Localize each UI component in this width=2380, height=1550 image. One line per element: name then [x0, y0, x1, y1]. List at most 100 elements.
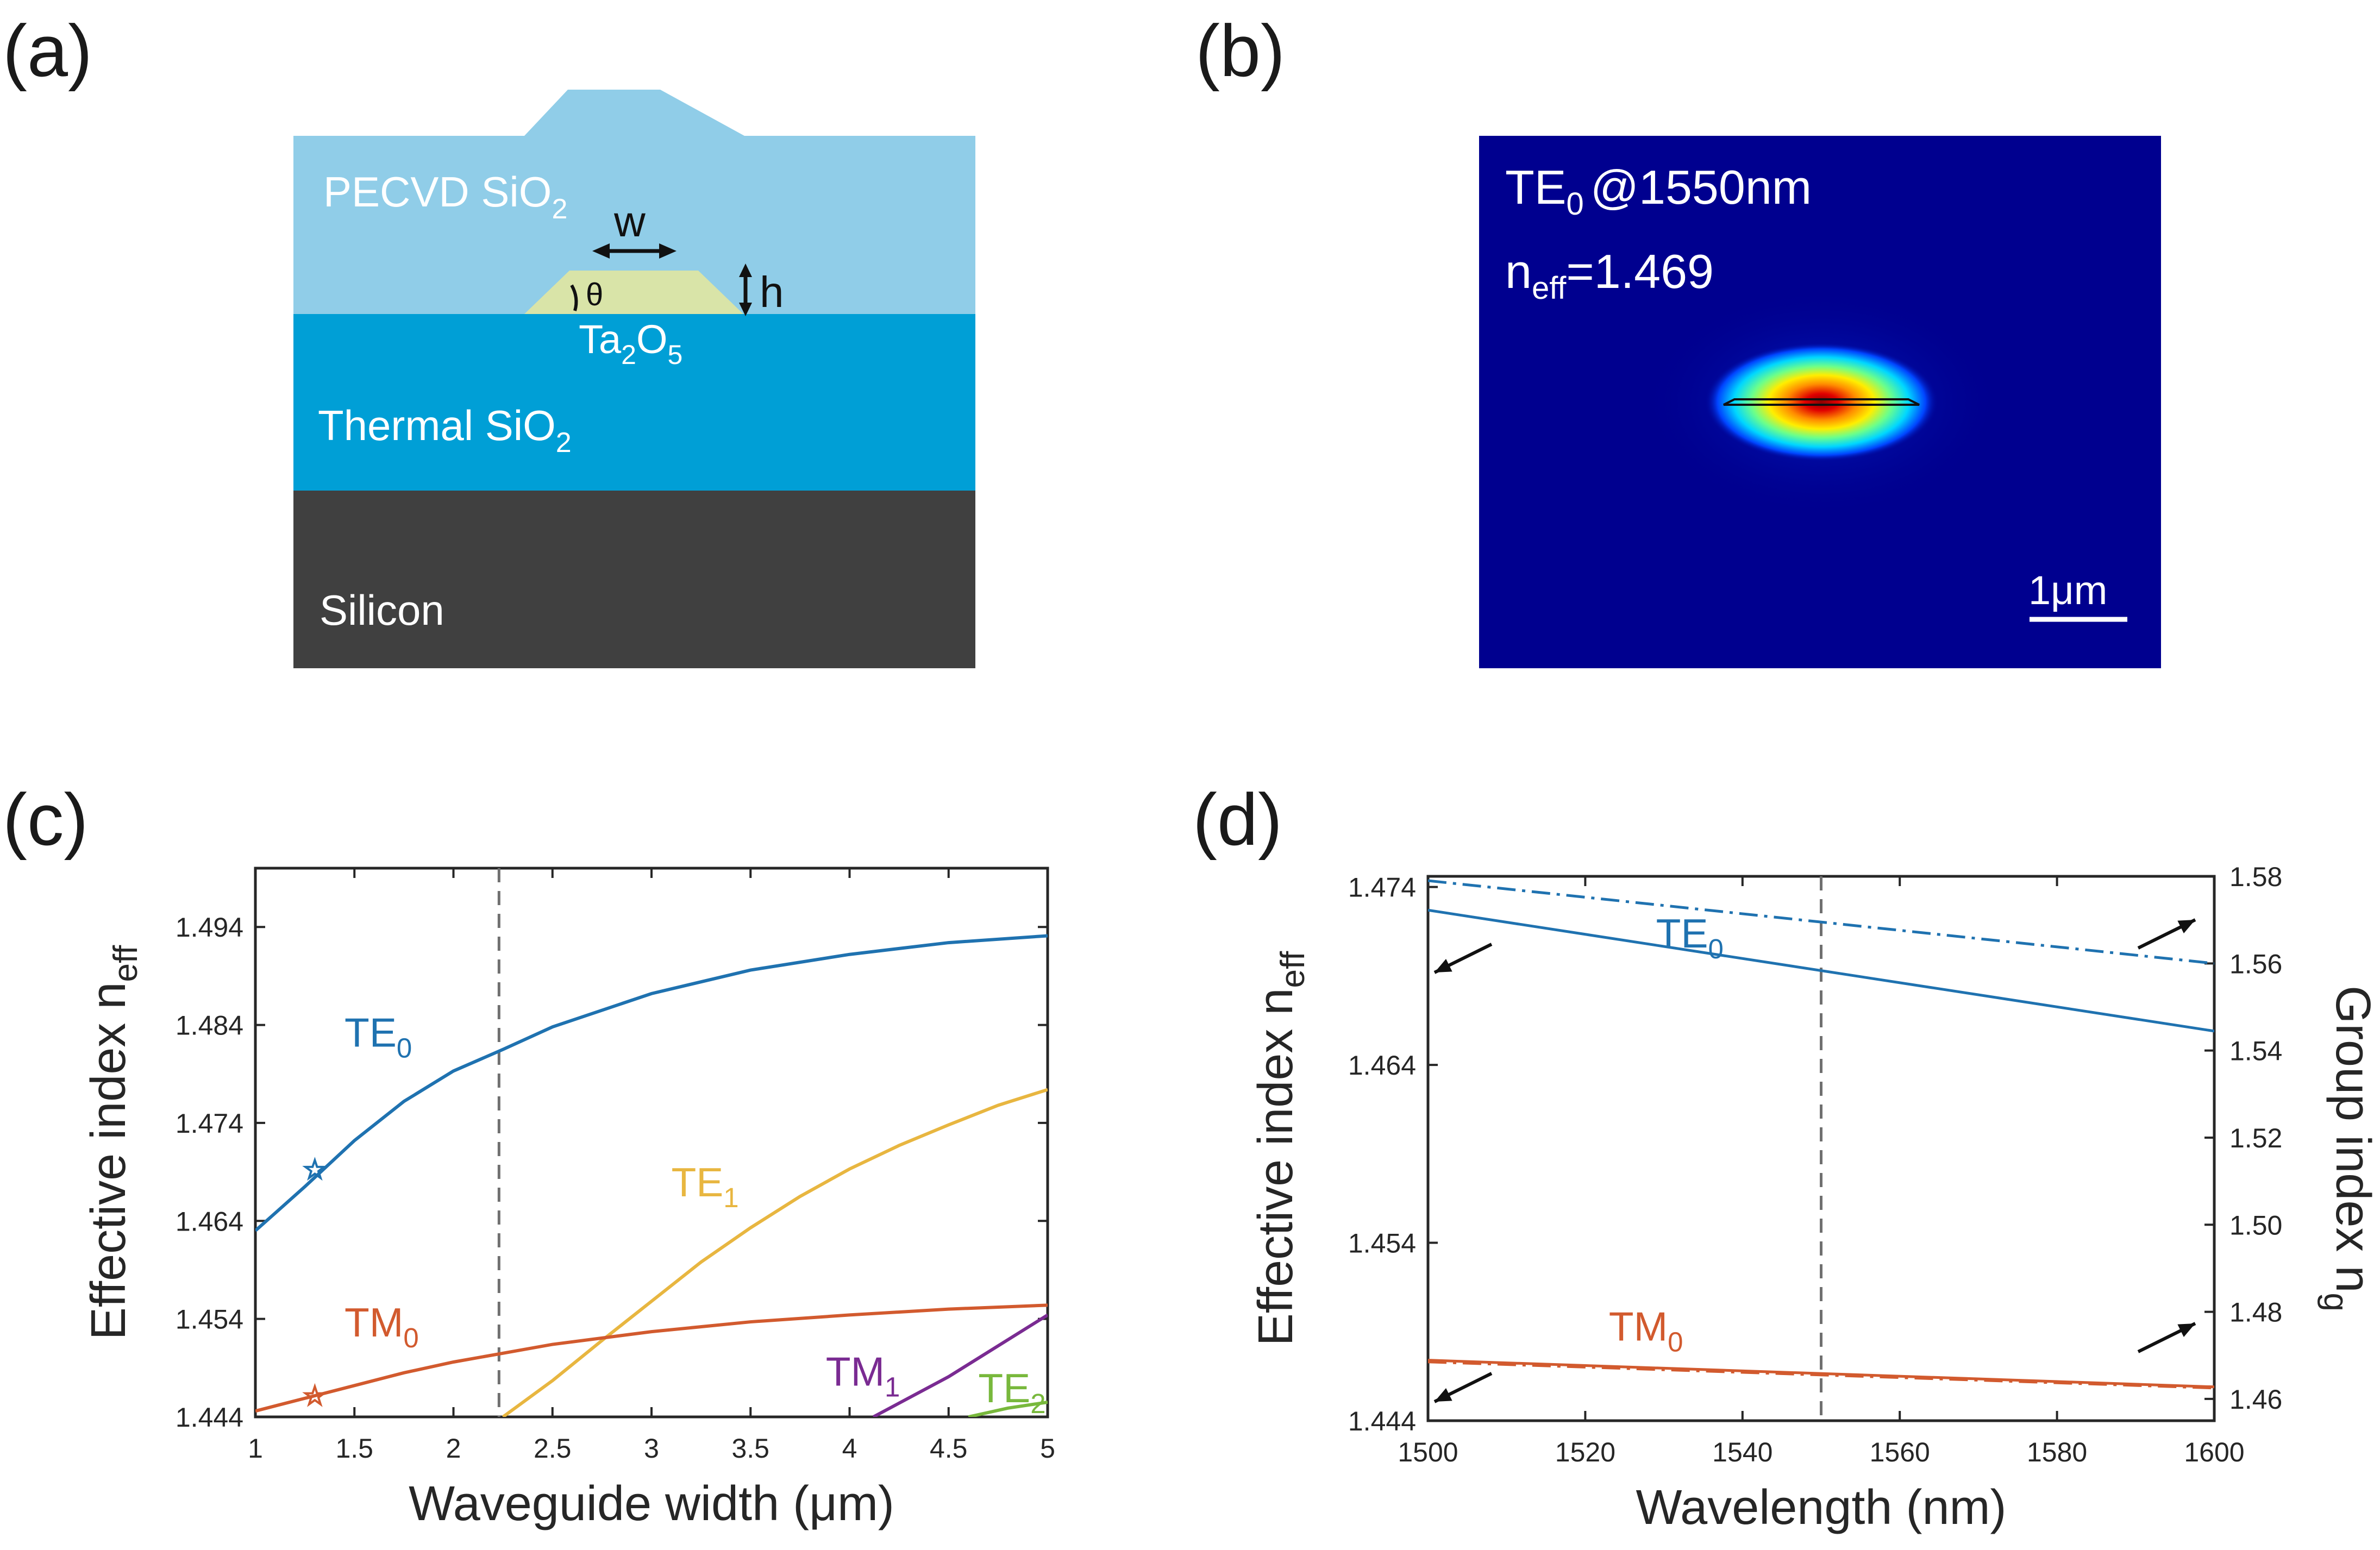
y-tick-label: 1.464 — [176, 1206, 243, 1237]
mode-label-tm0-sub: 0 — [403, 1322, 418, 1353]
x-tick-label: 2.5 — [534, 1433, 572, 1464]
y2-axis-title: Group index ng — [2317, 986, 2380, 1311]
series-line-tm1 — [872, 1313, 1048, 1417]
series-line-tm0-effective-index — [1428, 1359, 2214, 1389]
y-axis-title: Effective index neff — [82, 945, 145, 1340]
silicon-label: Silicon — [320, 586, 444, 634]
angle-label: θ — [586, 277, 603, 312]
thermal-label: Thermal SiO2 — [318, 401, 572, 459]
ta2o5-core — [524, 271, 743, 314]
y-tick-label: 1.454 — [1348, 1228, 1416, 1259]
series-line-te0 — [255, 934, 1048, 1232]
x-axis-title: Waveguide width (μm) — [409, 1477, 894, 1531]
mode-label-tm0-main: TM — [345, 1300, 403, 1345]
panel-label-a: (a) — [3, 10, 92, 92]
core-label: Ta2O5 — [579, 317, 682, 370]
y2-axis-title-main: Group index n — [2326, 986, 2380, 1292]
pecvd-sio2-layer — [293, 90, 975, 315]
series-line-te0-effective-index — [1428, 908, 2214, 1033]
y2-tick-label: 1.50 — [2229, 1210, 2282, 1240]
y-tick-label: 1.494 — [176, 912, 243, 943]
mode-label-te1-sub: 1 — [723, 1182, 738, 1213]
y-tick-label: 1.454 — [176, 1304, 243, 1335]
y2-tick-label: 1.46 — [2229, 1384, 2282, 1415]
x-axis-title: Wavelength (nm) — [1636, 1480, 2007, 1535]
mode-label-tm0-sub: 0 — [1668, 1327, 1683, 1358]
mode-label-te0-sub: 0 — [397, 1032, 412, 1063]
height-dimension-arrow — [739, 263, 752, 316]
mode-label-tm1: TM1 — [826, 1348, 900, 1402]
star-marker-tm0 — [302, 1383, 328, 1407]
chart-neff-vs-wavelength: 1500 1520 1540 1560 1580 1600 1.444 1.454 1.464 1… — [1249, 862, 2380, 1535]
y-axis-title-main: Effective index n — [82, 982, 136, 1340]
x-tick-label: 1 — [248, 1433, 263, 1464]
x-tick-label: 1.5 — [335, 1433, 373, 1464]
arrow-tm0-right-axis-head — [2177, 1323, 2195, 1337]
mode-label-te0: TE0 — [345, 1009, 412, 1063]
series-line-te0-group-index — [1428, 879, 2214, 965]
x-tick-label: 3 — [644, 1433, 659, 1464]
x-tick-label: 4.5 — [930, 1433, 968, 1464]
width-dimension-arrow — [592, 243, 677, 259]
y-axis-title: Effective index neff — [1249, 951, 1312, 1346]
y-axis-title-sub: eff — [107, 945, 145, 982]
height-label: h — [760, 268, 784, 316]
angle-arc — [570, 284, 578, 311]
x-tick-label: 1600 — [2184, 1437, 2244, 1467]
y-axis-title-sub: eff — [1274, 951, 1312, 988]
x-tick-label: 1560 — [1870, 1437, 1930, 1467]
panel-label-c: (c) — [3, 779, 88, 861]
mode-profile-image: TE0 @1550nm neff=1.469 1μm — [1479, 136, 2161, 668]
series-line-te2 — [968, 1400, 1048, 1417]
scale-bar-label: 1μm — [2028, 568, 2107, 613]
thermal-sio2-layer — [293, 314, 975, 492]
x-tick-label: 1580 — [2027, 1437, 2087, 1467]
x-tick-label: 2 — [446, 1433, 461, 1464]
mode-label-te0-sub: 0 — [1708, 933, 1723, 964]
x-tick-label: 4 — [842, 1433, 857, 1464]
chart-neff-vs-width: 1 1.5 2 2.5 3 3.5 4 4.5 5 1.444 1.454 1.464 1.474 1.4… — [82, 867, 1055, 1531]
y-tick-label: 1.444 — [1348, 1406, 1416, 1436]
y2-tick-label: 1.58 — [2229, 862, 2282, 892]
mode-label-te2-main: TE — [978, 1365, 1030, 1411]
y-axis-title-main: Effective index n — [1249, 988, 1303, 1346]
mode-label-te0-main: TE — [345, 1009, 397, 1055]
chart-d-plot-area — [1428, 879, 2214, 1390]
x-tick-label: 1540 — [1712, 1437, 1773, 1467]
width-label: w — [613, 197, 646, 246]
chart-c-plot-area — [255, 934, 1048, 1417]
mode-label-te0-main: TE — [1656, 911, 1708, 956]
mode-label-te1: TE1 — [671, 1159, 738, 1213]
series-line-tm0 — [255, 1303, 1048, 1413]
neff-value: neff=1.469 — [1505, 244, 1714, 306]
y2-axis-title-sub: g — [2317, 1292, 2354, 1311]
chart-c-frame — [254, 867, 1049, 1419]
mode-label-tm1-main: TM — [826, 1348, 885, 1394]
panel-label-b: (b) — [1195, 10, 1285, 92]
mode-label-te1-main: TE — [671, 1159, 723, 1205]
mode-label-te2: TE2 — [978, 1365, 1045, 1419]
panel-label-d: (d) — [1193, 779, 1282, 861]
y-tick-label: 1.474 — [1348, 873, 1416, 903]
waveguide-outline — [1723, 398, 1920, 406]
mode-label-tm0: TM0 — [1609, 1304, 1683, 1358]
x-tick-label: 3.5 — [731, 1433, 769, 1464]
mode-label-tm0-main: TM — [1609, 1304, 1668, 1350]
y2-tick-label: 1.56 — [2229, 949, 2282, 979]
y-tick-label: 1.474 — [176, 1108, 243, 1139]
y-tick-label: 1.444 — [176, 1402, 243, 1433]
series-line-te1 — [502, 1088, 1048, 1417]
mode-label-te2-sub: 2 — [1030, 1388, 1045, 1419]
arrow-tm0-left-axis-head — [1435, 1388, 1452, 1402]
series-line-tm0-group-index — [1428, 1360, 2214, 1390]
star-marker-te0 — [302, 1157, 328, 1181]
y-tick-label: 1.464 — [1348, 1050, 1416, 1081]
cross-section-diagram: PECVD SiO2 Thermal SiO2 Silicon Ta2O5 w … — [293, 90, 975, 668]
y2-tick-label: 1.48 — [2229, 1297, 2282, 1328]
mode-label-tm0: TM0 — [345, 1300, 419, 1353]
silicon-layer — [293, 491, 975, 668]
arrow-te0-right-axis-head — [2177, 920, 2195, 933]
x-tick-label: 1520 — [1555, 1437, 1615, 1467]
y2-tick-label: 1.54 — [2229, 1036, 2282, 1066]
